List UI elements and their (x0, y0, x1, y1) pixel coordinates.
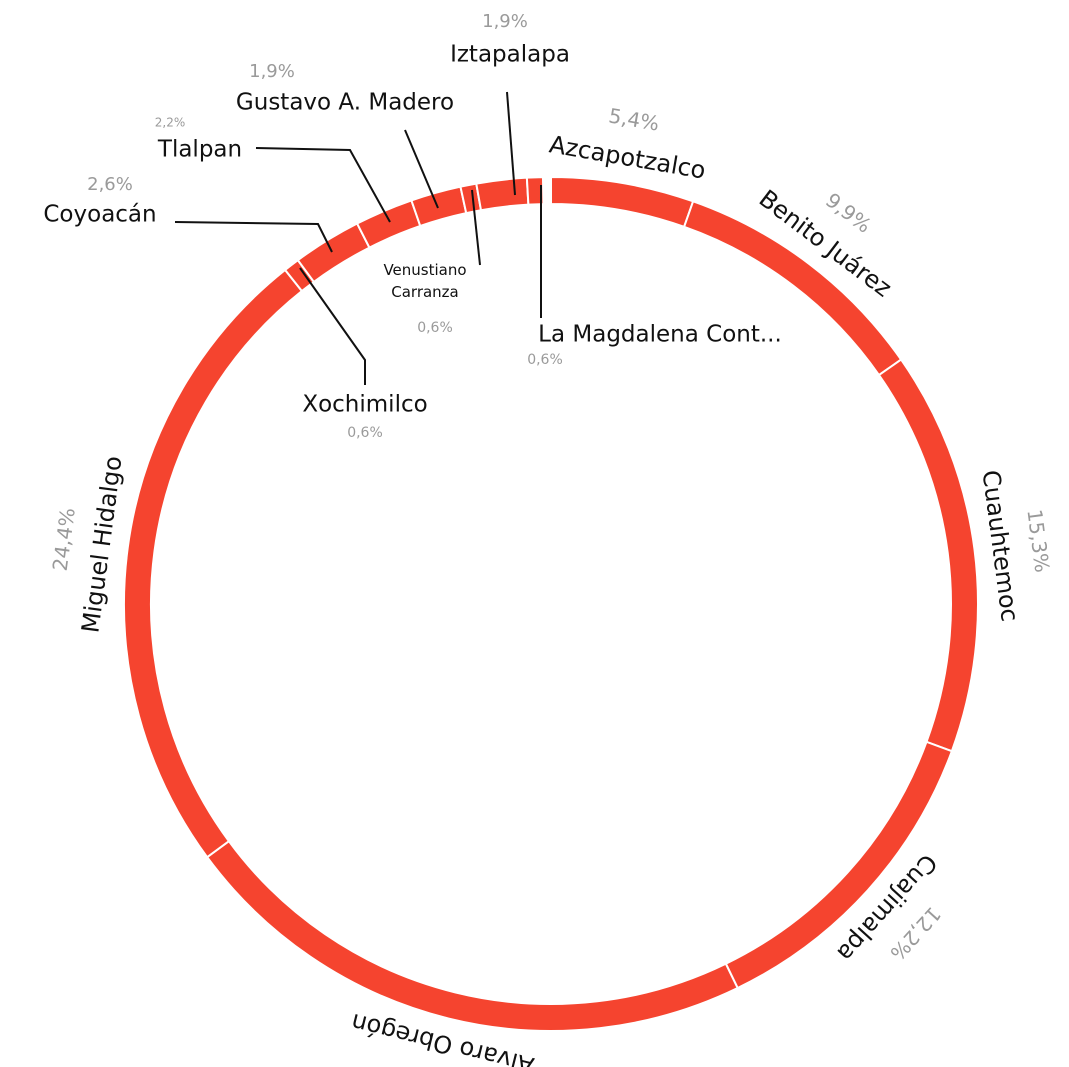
slice-label-box: Venustiano Carranza (383, 261, 467, 301)
value-label: 15,3% (1022, 508, 1054, 574)
value-label: 1,9% (482, 11, 528, 32)
slice-label: Cuauhtemoc (977, 468, 1024, 623)
slice (410, 185, 468, 228)
value-label: 1,9% (249, 61, 295, 82)
callout-line (299, 267, 366, 385)
slice-label: Miguel Hidalgo (76, 454, 127, 634)
slice (550, 175, 695, 229)
slice (525, 176, 545, 206)
slice-label: Gustavo A. Madero (236, 90, 454, 116)
callout-line (404, 129, 439, 209)
slice-label: Xochimilco (302, 392, 427, 418)
slice-label: Venustiano Carranza (383, 261, 467, 301)
value-label: 0,6% (347, 425, 383, 441)
value-label: 5,4% (607, 103, 661, 135)
slice (877, 358, 979, 753)
value-label: 24,4% (48, 506, 80, 572)
slice-label: Iztapalapa (450, 42, 570, 68)
callout-line (174, 221, 333, 253)
slice (355, 199, 422, 249)
value-label: 2,2% (155, 116, 186, 130)
slice (123, 268, 304, 859)
callout-line (506, 91, 516, 196)
callout-line (255, 147, 391, 223)
callout-line (471, 189, 481, 266)
slice-label: La Magdalena Cont... (538, 322, 782, 348)
value-label: 0,6% (527, 352, 563, 368)
slice-label: Tlalpan (157, 137, 242, 163)
value-label: 0,6% (417, 320, 453, 336)
slice (205, 839, 739, 1032)
slice-label: Coyoacán (43, 202, 156, 228)
slice (296, 222, 371, 284)
slice (475, 176, 530, 212)
value-label: 2,6% (87, 174, 133, 195)
